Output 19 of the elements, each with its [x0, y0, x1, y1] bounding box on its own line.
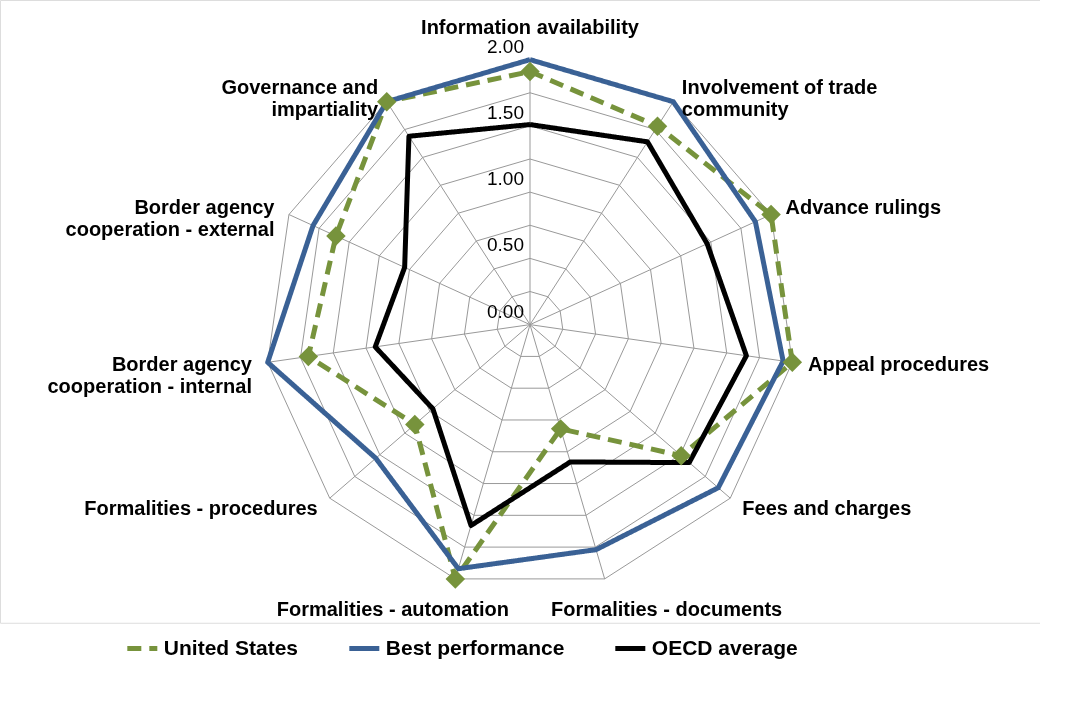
spoke-label: Involvement of trade community: [681, 76, 878, 121]
spoke-label: Appeal procedures: [808, 352, 990, 375]
y-tick-label: 1.50: [487, 101, 524, 123]
legend-label: United States: [163, 635, 299, 659]
legend-label: Best performance: [385, 635, 565, 659]
y-tick-label: 0.00: [487, 300, 524, 322]
y-tick-label: 1.00: [487, 168, 524, 190]
y-tick-label: 2.00: [487, 35, 524, 57]
spoke-label: Governance and impartiality: [221, 76, 380, 121]
spoke-label: Border agency cooperation - external: [65, 195, 276, 240]
spoke-label: Formalities - procedures: [84, 496, 318, 519]
y-tick-label: 0.50: [487, 234, 524, 256]
legend-label: OECD average: [651, 635, 798, 659]
spoke-label: Border agency cooperation - internal: [47, 352, 253, 397]
spoke-label: Fees and charges: [742, 496, 912, 519]
spoke-label: Information availability: [421, 15, 640, 38]
spoke-label: Formalities - automation: [276, 597, 509, 620]
spoke-label: Advance rulings: [785, 195, 942, 218]
spoke-label: Formalities - documents: [551, 597, 783, 620]
